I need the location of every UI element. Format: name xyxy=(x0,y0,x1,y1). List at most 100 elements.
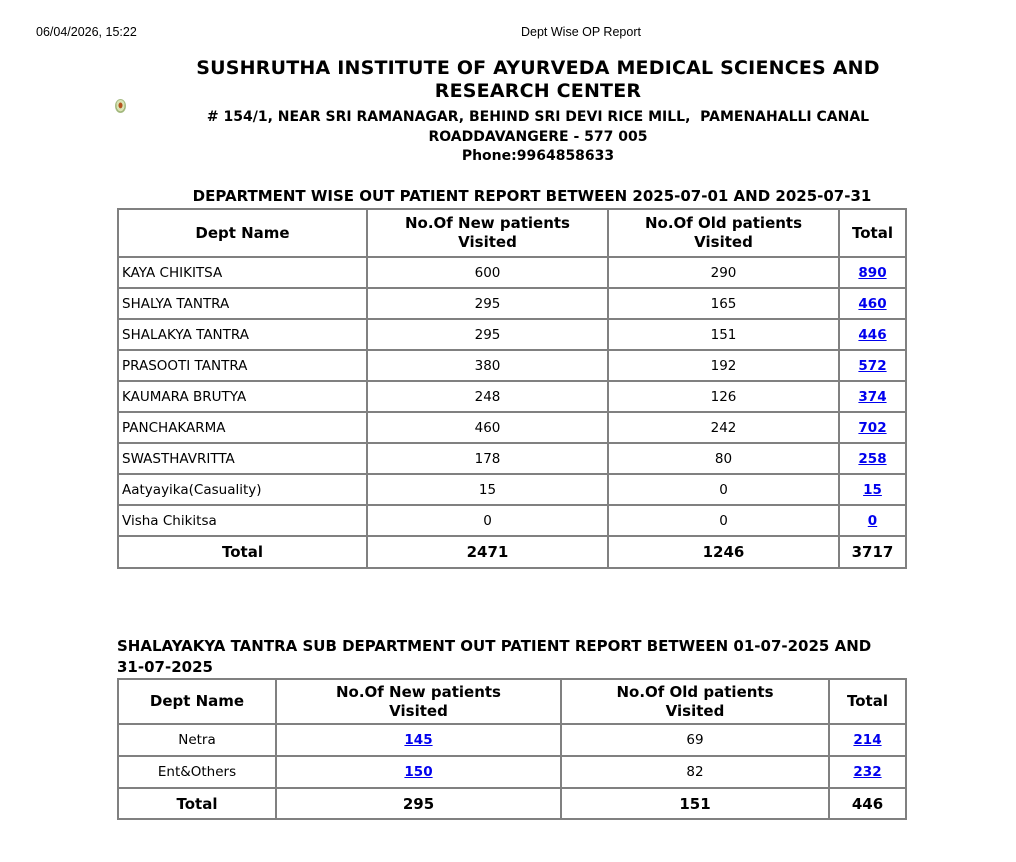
total-cell: 572 xyxy=(838,349,907,382)
new-patients-cell: 178 xyxy=(366,442,609,475)
new-patients-cell: 600 xyxy=(366,256,609,289)
grand-total-cell: 3717 xyxy=(838,535,907,569)
institute-name-line2: RESEARCH CENTER xyxy=(434,80,642,102)
grand-total-cell: 446 xyxy=(828,787,907,820)
table-header-row: Dept Name No.Of New patients Visited No.O… xyxy=(117,678,907,725)
table-row: Netra 145 69 214 xyxy=(117,723,907,757)
total-label-cell: Total xyxy=(117,535,368,569)
table-row: Ent&Others 150 82 232 xyxy=(117,755,907,789)
old-patients-cell: 242 xyxy=(607,411,840,444)
dept-name-cell: SWASTHAVRITTA xyxy=(117,442,368,475)
dept-name-cell: SHALYA TANTRA xyxy=(117,287,368,320)
total-cell: 0 xyxy=(838,504,907,537)
institute-address: # 154/1, NEAR SRI RAMANAGAR, BEHIND SRI … xyxy=(94,107,982,147)
total-old-patients-cell: 1246 xyxy=(607,535,840,569)
print-header: 06/04/2026, 15:22 Dept Wise OP Report xyxy=(0,25,1016,41)
dept-report-table: Dept Name No.Of New patients Visited No.O… xyxy=(117,208,907,569)
table-row: PANCHAKARMA 460 242 702 xyxy=(117,411,907,444)
total-cell: 232 xyxy=(828,755,907,789)
total-new-patients-cell: 2471 xyxy=(366,535,609,569)
new-patients-cell: 380 xyxy=(366,349,609,382)
institute-name: SUSHRUTHA INSTITUTE OF AYURVEDA MEDICAL … xyxy=(94,57,982,103)
table-row: KAYA CHIKITSA 600 290 890 xyxy=(117,256,907,289)
print-datetime: 06/04/2026, 15:22 xyxy=(36,25,137,39)
col-header-dept-name: Dept Name xyxy=(117,208,368,258)
old-patients-cell: 192 xyxy=(607,349,840,382)
total-link[interactable]: 890 xyxy=(858,264,887,281)
new-patients-cell: 0 xyxy=(366,504,609,537)
col-header-total: Total xyxy=(838,208,907,258)
new-patients-cell: 15 xyxy=(366,473,609,506)
dept-name-cell: Aatyayika(Casuality) xyxy=(117,473,368,506)
total-old-patients-cell: 151 xyxy=(560,787,830,820)
total-cell: 890 xyxy=(838,256,907,289)
total-link[interactable]: 460 xyxy=(858,295,887,312)
dept-name-cell: PRASOOTI TANTRA xyxy=(117,349,368,382)
col-header-new-patients: No.Of New patients Visited xyxy=(275,678,562,725)
new-patients-cell: 248 xyxy=(366,380,609,413)
total-link[interactable]: 15 xyxy=(863,481,882,498)
institute-address-line1: # 154/1, NEAR SRI RAMANAGAR, BEHIND SRI … xyxy=(206,109,870,125)
total-link[interactable]: 702 xyxy=(858,419,887,436)
old-patients-cell: 126 xyxy=(607,380,840,413)
institute-header: SUSHRUTHA INSTITUTE OF AYURVEDA MEDICAL … xyxy=(94,57,982,165)
new-patients-link[interactable]: 145 xyxy=(404,732,433,748)
table-total-row: Total 2471 1246 3717 xyxy=(117,535,907,569)
table-row: SHALYA TANTRA 295 165 460 xyxy=(117,287,907,320)
dept-name-cell: KAYA CHIKITSA xyxy=(117,256,368,289)
old-patients-cell: 0 xyxy=(607,473,840,506)
sub-report-caption-line1: SHALAYAKYA TANTRA SUB DEPARTMENT OUT PAT… xyxy=(117,637,872,655)
old-patients-cell: 151 xyxy=(607,318,840,351)
table-row: Aatyayika(Casuality) 15 0 15 xyxy=(117,473,907,506)
dept-name-cell: SHALAKYA TANTRA xyxy=(117,318,368,351)
new-patients-cell: 460 xyxy=(366,411,609,444)
print-page-title: Dept Wise OP Report xyxy=(521,25,641,39)
new-patients-cell: 295 xyxy=(366,318,609,351)
total-cell: 214 xyxy=(828,723,907,757)
total-cell: 374 xyxy=(838,380,907,413)
total-link[interactable]: 0 xyxy=(867,512,878,529)
sub-report-table: Dept Name No.Of New patients Visited No.O… xyxy=(117,678,907,820)
old-patients-cell: 82 xyxy=(560,755,830,789)
old-patients-cell: 290 xyxy=(607,256,840,289)
sub-report-caption: SHALAYAKYA TANTRA SUB DEPARTMENT OUT PAT… xyxy=(117,636,917,678)
table-row: SHALAKYA TANTRA 295 151 446 xyxy=(117,318,907,351)
col-header-dept-name: Dept Name xyxy=(117,678,277,725)
new-patients-cell: 295 xyxy=(366,287,609,320)
total-cell: 460 xyxy=(838,287,907,320)
total-link[interactable]: 258 xyxy=(858,450,887,467)
new-patients-cell: 150 xyxy=(275,755,562,789)
total-link[interactable]: 572 xyxy=(858,357,887,374)
dept-report-caption: DEPARTMENT WISE OUT PATIENT REPORT BETWE… xyxy=(192,187,872,205)
total-new-patients-cell: 295 xyxy=(275,787,562,820)
dept-name-cell: Ent&Others xyxy=(117,755,277,789)
old-patients-cell: 165 xyxy=(607,287,840,320)
total-cell: 15 xyxy=(838,473,907,506)
new-patients-cell: 145 xyxy=(275,723,562,757)
total-cell: 446 xyxy=(838,318,907,351)
dept-name-cell: PANCHAKARMA xyxy=(117,411,368,444)
dept-name-cell: Netra xyxy=(117,723,277,757)
col-header-new-patients: No.Of New patients Visited xyxy=(366,208,609,258)
col-header-total: Total xyxy=(828,678,907,725)
institute-address-line2: ROADDAVANGERE - 577 005 xyxy=(428,129,648,145)
total-link[interactable]: 374 xyxy=(858,388,887,405)
total-cell: 702 xyxy=(838,411,907,444)
dept-name-cell: KAUMARA BRUTYA xyxy=(117,380,368,413)
table-total-row: Total 295 151 446 xyxy=(117,787,907,820)
old-patients-cell: 80 xyxy=(607,442,840,475)
institute-name-line1: SUSHRUTHA INSTITUTE OF AYURVEDA MEDICAL … xyxy=(196,57,880,79)
total-label-cell: Total xyxy=(117,787,277,820)
dept-name-cell: Visha Chikitsa xyxy=(117,504,368,537)
table-row: KAUMARA BRUTYA 248 126 374 xyxy=(117,380,907,413)
total-link[interactable]: 232 xyxy=(853,764,882,780)
col-header-old-patients: No.Of Old patients Visited xyxy=(607,208,840,258)
total-link[interactable]: 446 xyxy=(858,326,887,343)
total-link[interactable]: 214 xyxy=(853,732,882,748)
sub-report-caption-line2: 31-07-2025 xyxy=(117,658,213,676)
table-row: Visha Chikitsa 0 0 0 xyxy=(117,504,907,537)
old-patients-cell: 0 xyxy=(607,504,840,537)
col-header-old-patients: No.Of Old patients Visited xyxy=(560,678,830,725)
institute-logo-icon xyxy=(115,99,126,113)
new-patients-link[interactable]: 150 xyxy=(404,764,433,780)
